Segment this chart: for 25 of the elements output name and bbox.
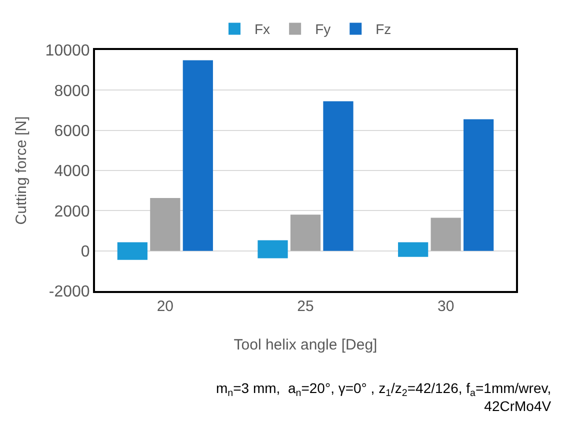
y-tick-label: 10000 (45, 42, 90, 60)
y-tick-label: 0 (80, 243, 90, 260)
y-tick-label: 6000 (54, 122, 90, 140)
x-tick-label: 25 (297, 298, 314, 315)
bar (464, 119, 494, 251)
bar (430, 218, 461, 251)
legend-label: Fx (254, 21, 270, 38)
x-tick-label: 30 (437, 298, 454, 315)
bar (150, 198, 180, 251)
y-tick-label: 2000 (54, 203, 90, 220)
bar (258, 240, 288, 258)
y-tick-label: 4000 (54, 163, 90, 180)
text: m$_{n}$=3 mm, a$_{n}$=20°, γ=0° , z$_{1}$/z$_{2}$=42/126, f$_{a}$=1mm/wrev, 42CrMo4V (216, 380, 552, 414)
bar (117, 242, 148, 260)
legend-label: Fz (376, 21, 392, 38)
legend-label: Fy (315, 21, 331, 38)
x-tick-label: 20 (156, 298, 174, 315)
x-axis-title: Tool helix angle [Deg] (234, 336, 378, 354)
bar (290, 214, 321, 251)
y-axis-title: Cutting force [N] (13, 116, 30, 225)
y-tick-label: -2000 (48, 284, 90, 301)
bar (323, 101, 354, 251)
bar (398, 242, 428, 257)
bar (182, 60, 213, 251)
y-tick-label: 8000 (54, 82, 90, 100)
